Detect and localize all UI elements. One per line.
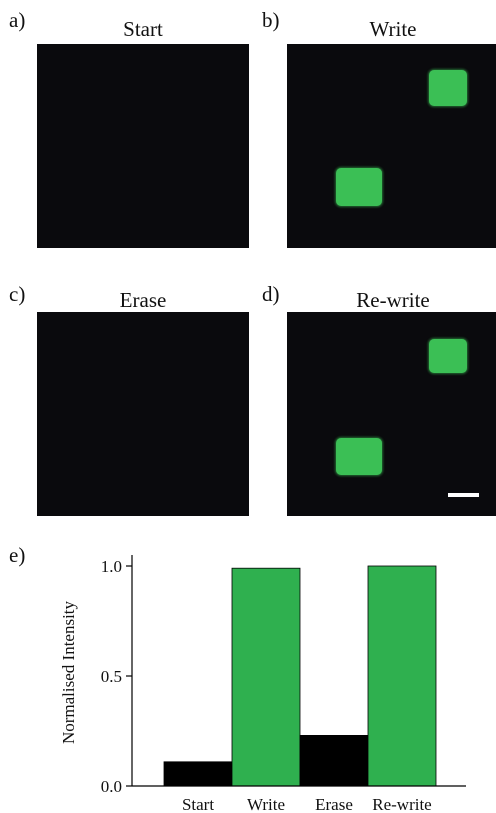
panel-c-image xyxy=(37,312,249,516)
bar-re-write xyxy=(367,565,437,787)
written-spot-upper-right xyxy=(429,70,467,106)
panel-a-image xyxy=(37,44,249,248)
panel-a-label: a) xyxy=(9,8,26,32)
panel-a-title: Start xyxy=(123,17,163,41)
rewritten-spot-lower-left xyxy=(336,438,382,475)
x-tick-label: Write xyxy=(247,795,285,813)
y-tick-label: 0.5 xyxy=(101,667,122,686)
bar-write xyxy=(231,567,301,787)
panel-b-image xyxy=(287,44,496,248)
panel-d-label: d) xyxy=(262,282,280,306)
x-tick-label: Re-write xyxy=(372,795,431,813)
y-tick-label: 0.0 xyxy=(101,777,122,796)
bar-erase xyxy=(299,735,369,787)
panel-c-title: Erase xyxy=(119,288,167,312)
panel-e-label: e) xyxy=(9,543,26,567)
x-tick-label: Erase xyxy=(315,795,353,813)
panel-d-image xyxy=(287,312,496,516)
panel-b-label: b) xyxy=(262,8,280,32)
panel-d-title: Re-write xyxy=(356,288,430,312)
rewritten-spot-upper-right xyxy=(429,339,467,373)
scale-bar xyxy=(448,493,479,497)
panel-c-label: c) xyxy=(9,282,26,306)
y-axis-label: Normalised Intensity xyxy=(59,600,78,744)
panel-b-title: Write xyxy=(369,17,417,41)
y-tick-label: 1.0 xyxy=(101,557,122,576)
written-spot-lower-left xyxy=(336,168,382,206)
bar-start xyxy=(163,761,233,787)
x-tick-label: Start xyxy=(182,795,214,813)
